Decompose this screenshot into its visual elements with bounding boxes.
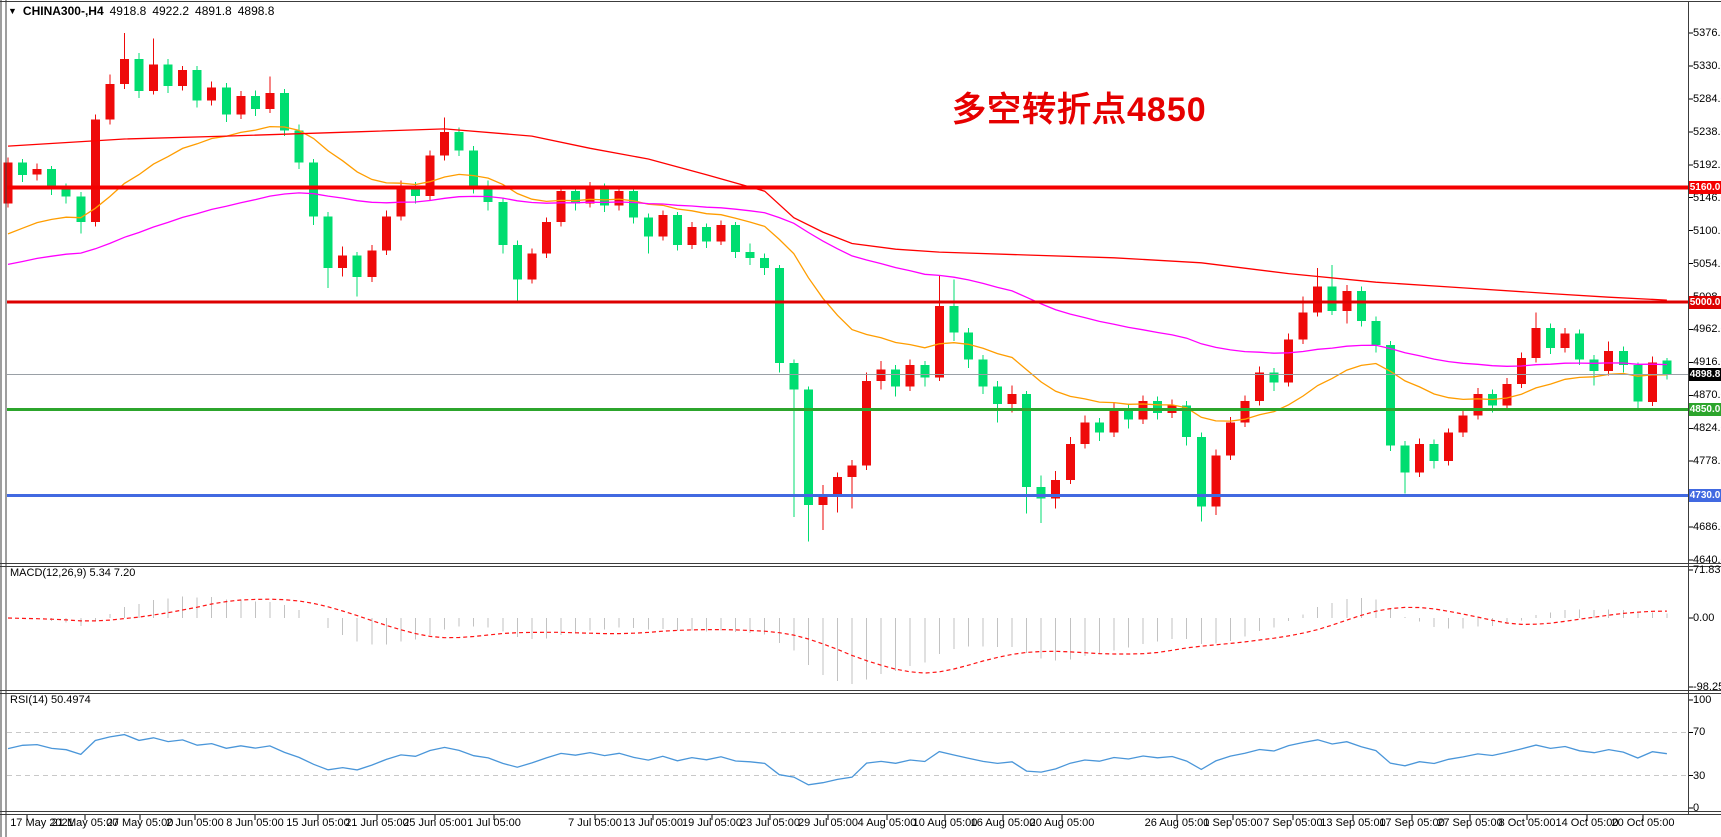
price-axis-label: 5054.0 [1693,258,1721,270]
time-axis-label: 20 Aug 05:00 [1029,817,1095,829]
price-line-badge: 5160.0 [1689,181,1721,194]
time-axis-label: 16 Aug 05:00 [970,817,1036,829]
text-annotation[interactable]: 多空转折点4850 [952,91,1207,129]
price-line-badge: 4850.0 [1689,403,1721,416]
time-axis-label: 27 Sep 05:00 [1437,817,1503,829]
time-axis-label: 4 Aug 05:00 [857,817,917,829]
macd-indicator-label: MACD(12,26,9) 5.34 7.20 [10,567,136,579]
time-axis-label: 21 May 05:00 [51,817,119,829]
macd-axis-label: -98.25 [1693,681,1721,693]
price-axis-label: 4870.0 [1693,389,1721,401]
ohlc-close: 4898.8 [237,4,275,18]
price-axis-label: 5192.0 [1693,159,1721,171]
price-line-badge: 4730.0 [1689,489,1721,502]
price-axis-label: 5284.0 [1693,93,1721,105]
symbol-dropdown-icon[interactable]: ▼ [8,6,17,16]
time-axis-label: 23 Jul 05:00 [740,817,800,829]
time-axis-label: 29 Jul 05:00 [798,817,858,829]
time-axis-label: 26 Aug 05:00 [1144,817,1210,829]
time-axis-label: 7 Sep 05:00 [1263,817,1323,829]
price-axis-label: 4916.0 [1693,356,1721,368]
time-axis-label: 13 Sep 05:00 [1320,817,1386,829]
time-axis-label: 21 Jun 05:00 [345,817,409,829]
price-axis-label: 4640.0 [1693,554,1721,566]
time-axis-label: 10 Aug 05:00 [912,817,978,829]
rsi-axis-label: 30 [1693,770,1706,782]
price-axis-label: 4778.0 [1693,455,1721,467]
rsi-indicator-label: RSI(14) 50.4974 [10,694,91,706]
price-axis-label: 5146.0 [1693,192,1721,204]
time-axis-label: 20 Oct 05:00 [1611,817,1675,829]
rsi-axis-label: 100 [1693,694,1712,706]
ohlc-high: 4922.2 [152,4,190,18]
time-axis-label: 1 Sep 05:00 [1203,817,1263,829]
rsi-axis-label: 70 [1693,726,1706,738]
time-axis-label: 14 Oct 05:00 [1555,817,1619,829]
time-axis-label: 8 Jun 05:00 [226,817,284,829]
time-axis-label: 17 May 2021 [10,817,74,829]
price-line-badge: 5000.0 [1689,296,1721,309]
price-axis-label: 5100.0 [1693,225,1721,237]
time-axis-label: 15 Jun 05:00 [286,817,350,829]
price-axis-label: 4824.0 [1693,422,1721,434]
time-axis-label: 13 Jul 05:00 [623,817,683,829]
rsi-axis-label: 0 [1693,802,1700,814]
time-axis-label: 7 Jul 05:00 [568,817,622,829]
time-axis-label: 17 Sep 05:00 [1379,817,1445,829]
time-axis-label: 8 Oct 05:00 [1498,817,1556,829]
time-axis-label: 27 May 05:00 [106,817,174,829]
price-axis-label: 4962.0 [1693,323,1721,335]
price-axis-label: 5376.0 [1693,27,1721,39]
macd-axis-label: 0.00 [1693,612,1715,624]
time-axis-label: 25 Jun 05:00 [403,817,467,829]
price-axis-label: 5238.0 [1693,126,1721,138]
price-axis-label: 4686.0 [1693,521,1721,533]
symbol-timeframe-label: CHINA300-,H4 [22,4,104,18]
ohlc-open: 4918.8 [109,4,147,18]
time-axis-label: 2 Jun 05:00 [166,817,224,829]
price-axis-label: 5330.0 [1693,60,1721,72]
time-axis-label: 1 Jul 05:00 [467,817,521,829]
chart-title: ▼ CHINA300-,H4 4918.8 4922.2 4891.8 4898… [8,4,274,18]
ohlc-low: 4891.8 [195,4,232,18]
macd-axis-label: 71.83 [1693,564,1721,576]
time-axis-label: 19 Jul 05:00 [682,817,742,829]
price-line-badge: 4898.8 [1689,368,1721,381]
